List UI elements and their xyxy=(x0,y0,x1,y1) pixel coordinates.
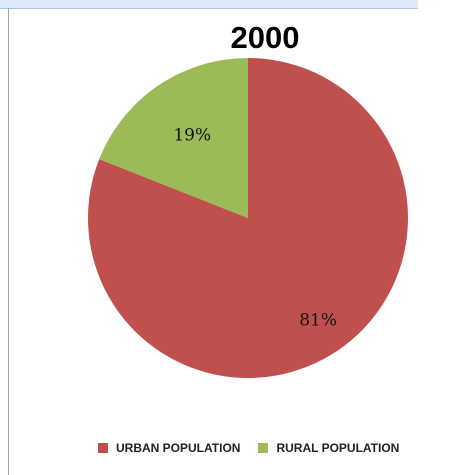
legend-label-rural: RURAL POPULATION xyxy=(276,441,400,455)
legend-swatch-rural xyxy=(258,443,269,453)
legend-item-rural: RURAL POPULATION xyxy=(258,441,399,455)
data-label-urban: 81% xyxy=(299,311,337,331)
legend-label-urban: URBAN POPULATION xyxy=(116,441,241,455)
legend: URBAN POPULATION RURAL POPULATION xyxy=(98,439,417,457)
window-top-strip xyxy=(0,0,418,9)
legend-swatch-urban xyxy=(98,443,108,453)
legend-item-urban: URBAN POPULATION xyxy=(98,441,240,455)
slice-urban xyxy=(88,58,408,379)
window-left-border xyxy=(8,8,9,475)
data-label-rural: 19% xyxy=(173,125,211,145)
slice-rural xyxy=(99,58,248,218)
window-top-strip-gap xyxy=(418,0,469,8)
chart-title: 2000 xyxy=(230,20,300,55)
